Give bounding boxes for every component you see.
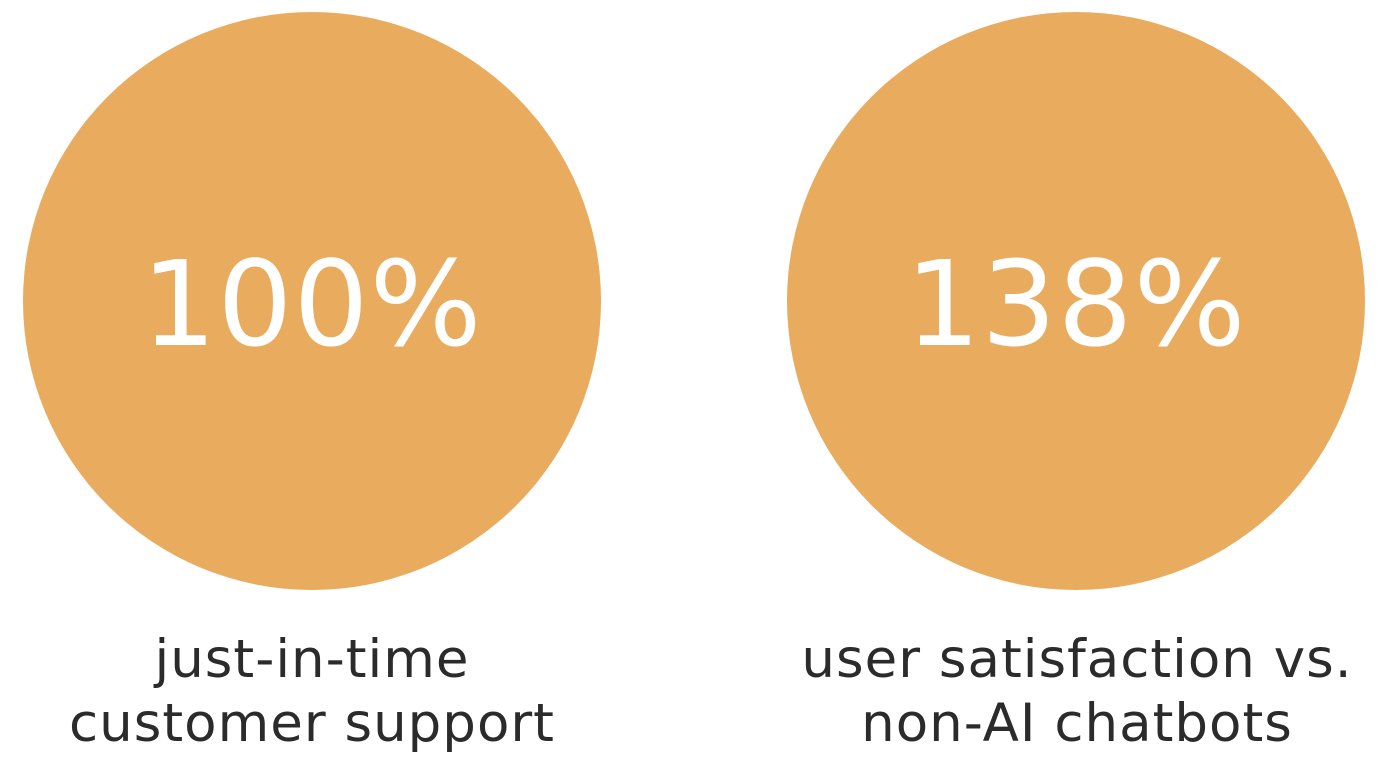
stat-card-support: 100% just-in-time customer support <box>0 0 620 771</box>
stat-caption: user satisfaction vs. non-AI chatbots <box>765 628 1389 756</box>
stat-caption-line: non-AI chatbots <box>861 693 1293 754</box>
stat-caption-line: just-in-time <box>154 629 470 690</box>
stat-circle: 138% <box>787 12 1365 590</box>
stat-caption-line: customer support <box>69 693 555 754</box>
stat-caption: just-in-time customer support <box>0 628 624 756</box>
stat-value: 138% <box>905 235 1247 373</box>
stat-value: 100% <box>141 235 483 373</box>
stat-circle: 100% <box>23 12 601 590</box>
stat-card-satisfaction: 138% user satisfaction vs. non-AI chatbo… <box>765 0 1385 771</box>
stat-caption-line: user satisfaction vs. <box>801 629 1353 690</box>
